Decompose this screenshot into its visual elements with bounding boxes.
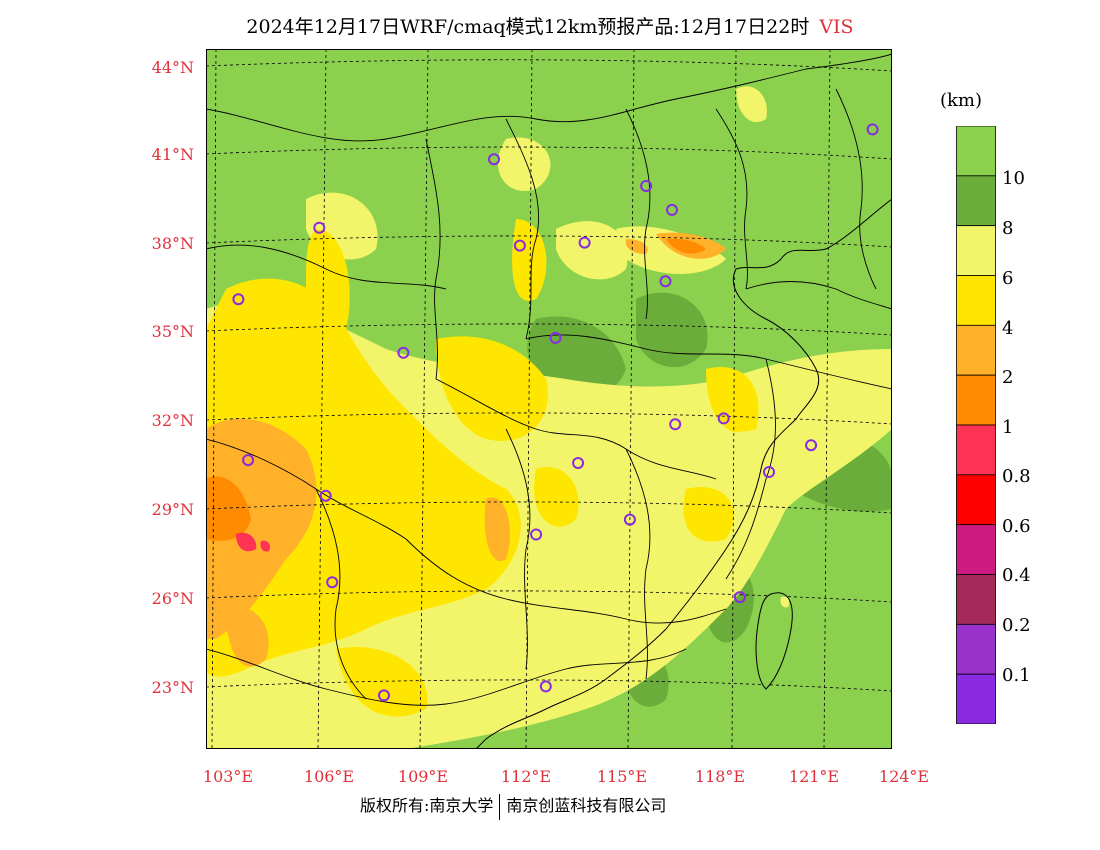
city-marker [242, 454, 255, 467]
city-marker [378, 689, 390, 702]
colorbar-swatch [956, 623, 996, 675]
colorbar-label-10: 10 [1002, 168, 1025, 189]
lat-label-29: 29°N [151, 500, 194, 519]
colorbar-swatch [956, 424, 996, 476]
city-marker [549, 331, 562, 344]
city-marker [397, 346, 410, 359]
map-frame [206, 49, 892, 749]
colorbar-swatch [956, 374, 996, 426]
city-marker [319, 489, 332, 502]
colorbar-swatch [956, 275, 996, 326]
city-marker [866, 123, 879, 136]
vis-field-2-4 [206, 232, 726, 667]
title-main: 2024年12月17日WRF/cmaq模式12km预报产品:12月17日22时 [246, 16, 810, 38]
copyright-owner: 版权所有:南京大学 [360, 796, 494, 815]
colorbar-label-2: 2 [1002, 367, 1014, 388]
city-marker [313, 221, 326, 234]
colorbar-swatches [956, 126, 996, 724]
map-svg [206, 49, 892, 749]
colorbar-swatch [956, 673, 996, 724]
city-marker [488, 153, 500, 166]
colorbar-label-6: 6 [1002, 268, 1014, 289]
lon-label-106: 106°E [303, 767, 355, 786]
city-marker [623, 513, 636, 526]
city-marker [578, 236, 591, 249]
colorbar-label-0.8: 0.8 [1002, 466, 1031, 487]
colorbar-swatch [956, 324, 996, 376]
lon-label-121: 121°E [788, 767, 840, 786]
city-marker [530, 528, 543, 541]
colorbar-label-8: 8 [1002, 218, 1014, 239]
lon-label-118: 118°E [694, 767, 746, 786]
copyright-footer: 版权所有:南京大学 南京创蓝科技有限公司 [360, 792, 666, 820]
title-variable: VIS [819, 16, 854, 38]
lat-label-44: 44°N [151, 58, 194, 77]
taiwan-outline [755, 592, 793, 690]
lat-label-35: 35°N [151, 322, 194, 341]
coastline [475, 198, 892, 749]
city-marker [669, 418, 682, 431]
colorbar-label-0.1: 0.1 [1002, 665, 1031, 686]
city-marker [572, 457, 585, 469]
lat-label-41: 41°N [151, 145, 194, 164]
colorbar-swatch [956, 524, 996, 575]
vis-field-0.8-1 [236, 532, 271, 552]
graticule [206, 49, 892, 749]
lat-label-23: 23°N [151, 678, 194, 697]
lat-label-32: 32°N [151, 411, 194, 430]
province-boundaries [206, 53, 892, 706]
city-marker [666, 203, 678, 216]
city-marker [640, 180, 653, 192]
vis-field-1-2 [206, 238, 706, 541]
city-marker [717, 412, 730, 425]
map-title: 2024年12月17日WRF/cmaq模式12km预报产品:12月17日22时 V… [0, 12, 1100, 39]
lon-label-109: 109°E [397, 767, 449, 786]
city-marker [326, 576, 339, 589]
colorbar-unit: (km) [940, 90, 983, 111]
vis-field-4-6 [206, 219, 759, 717]
colorbar-swatch [956, 225, 996, 276]
colorbar-label-0.2: 0.2 [1002, 615, 1031, 636]
taiwan-vis-patch [780, 596, 790, 608]
city-marker [659, 275, 672, 288]
lat-label-38: 38°N [151, 234, 194, 253]
colorbar-label-0.4: 0.4 [1002, 565, 1031, 586]
city-markers [232, 123, 879, 702]
city-marker [805, 439, 818, 452]
colorbar-label-1: 1 [1002, 417, 1014, 438]
colorbar-label-4: 4 [1002, 318, 1014, 339]
footer-separator [499, 793, 501, 820]
forecast-map [206, 49, 892, 749]
lon-label-112: 112°E [500, 767, 552, 786]
lon-label-115: 115°E [596, 767, 648, 786]
colorbar-swatch [956, 126, 996, 177]
city-marker [763, 466, 775, 478]
colorbar-swatch [956, 474, 996, 526]
city-marker [513, 239, 526, 252]
colorbar-swatch [956, 175, 996, 227]
lon-label-124: 124°E [878, 767, 930, 786]
colorbar [956, 126, 996, 724]
colorbar-swatch [956, 574, 996, 625]
city-marker [232, 293, 245, 306]
lon-label-103: 103°E [202, 767, 254, 786]
colorbar-label-0.6: 0.6 [1002, 516, 1031, 537]
city-marker [733, 591, 746, 604]
city-marker [539, 680, 552, 693]
copyright-company: 南京创蓝科技有限公司 [506, 796, 667, 815]
lat-label-26: 26°N [151, 589, 194, 608]
